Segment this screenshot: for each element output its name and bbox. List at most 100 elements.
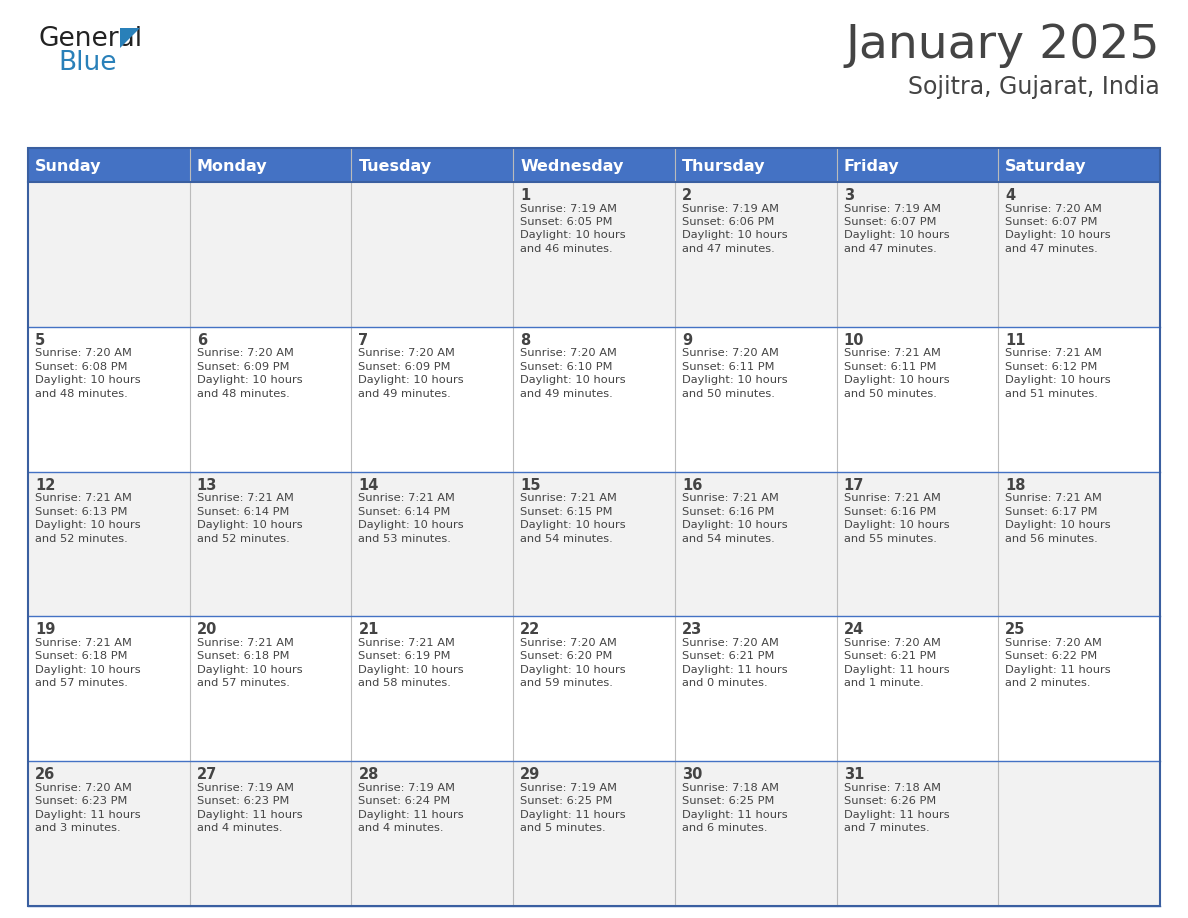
Text: Friday: Friday xyxy=(843,159,899,174)
Bar xyxy=(675,472,836,616)
Text: Daylight: 10 hours: Daylight: 10 hours xyxy=(520,521,626,530)
Bar xyxy=(352,182,513,327)
Text: Saturday: Saturday xyxy=(1005,159,1087,174)
Text: and 48 minutes.: and 48 minutes. xyxy=(34,389,128,398)
Text: Sunset: 6:18 PM: Sunset: 6:18 PM xyxy=(197,652,289,661)
Text: and 47 minutes.: and 47 minutes. xyxy=(843,244,936,254)
Text: Sunrise: 7:20 AM: Sunrise: 7:20 AM xyxy=(34,348,132,358)
Text: and 47 minutes.: and 47 minutes. xyxy=(682,244,775,254)
Text: Daylight: 11 hours: Daylight: 11 hours xyxy=(359,810,465,820)
Bar xyxy=(190,148,352,182)
Bar xyxy=(836,148,998,182)
Bar xyxy=(675,182,836,327)
Text: Daylight: 10 hours: Daylight: 10 hours xyxy=(682,521,788,530)
Text: Sunset: 6:21 PM: Sunset: 6:21 PM xyxy=(682,652,775,661)
Text: 16: 16 xyxy=(682,477,702,493)
Text: and 48 minutes.: and 48 minutes. xyxy=(197,389,290,398)
Text: Sunset: 6:05 PM: Sunset: 6:05 PM xyxy=(520,217,613,227)
Text: Sunrise: 7:20 AM: Sunrise: 7:20 AM xyxy=(359,348,455,358)
Text: 4: 4 xyxy=(1005,188,1016,203)
Text: Sunrise: 7:21 AM: Sunrise: 7:21 AM xyxy=(34,493,132,503)
Text: Sunrise: 7:19 AM: Sunrise: 7:19 AM xyxy=(520,783,617,793)
Bar xyxy=(998,472,1159,616)
Text: Daylight: 11 hours: Daylight: 11 hours xyxy=(843,810,949,820)
Bar xyxy=(675,616,836,761)
Text: Daylight: 10 hours: Daylight: 10 hours xyxy=(197,521,302,530)
Bar xyxy=(352,327,513,472)
Text: Sunrise: 7:20 AM: Sunrise: 7:20 AM xyxy=(1005,204,1102,214)
Text: Sunset: 6:09 PM: Sunset: 6:09 PM xyxy=(359,362,451,372)
Bar xyxy=(513,616,675,761)
Text: Sunset: 6:26 PM: Sunset: 6:26 PM xyxy=(843,796,936,806)
Text: Sunset: 6:21 PM: Sunset: 6:21 PM xyxy=(843,652,936,661)
Text: Daylight: 11 hours: Daylight: 11 hours xyxy=(1005,665,1111,675)
Bar xyxy=(29,761,190,906)
Bar xyxy=(998,761,1159,906)
Text: 19: 19 xyxy=(34,622,56,637)
Polygon shape xyxy=(120,28,140,48)
Bar xyxy=(29,182,190,327)
Text: Daylight: 10 hours: Daylight: 10 hours xyxy=(34,665,140,675)
Bar xyxy=(352,472,513,616)
Text: Sunset: 6:20 PM: Sunset: 6:20 PM xyxy=(520,652,613,661)
Text: and 1 minute.: and 1 minute. xyxy=(843,678,923,688)
Bar xyxy=(675,327,836,472)
Bar xyxy=(190,327,352,472)
Text: Sunrise: 7:18 AM: Sunrise: 7:18 AM xyxy=(843,783,941,793)
Text: Sunset: 6:08 PM: Sunset: 6:08 PM xyxy=(34,362,127,372)
Bar xyxy=(998,182,1159,327)
Text: Daylight: 10 hours: Daylight: 10 hours xyxy=(359,521,465,530)
Text: Sunrise: 7:20 AM: Sunrise: 7:20 AM xyxy=(520,348,617,358)
Text: and 6 minutes.: and 6 minutes. xyxy=(682,823,767,834)
Bar xyxy=(998,616,1159,761)
Text: 8: 8 xyxy=(520,333,530,348)
Text: 3: 3 xyxy=(843,188,854,203)
Text: Daylight: 10 hours: Daylight: 10 hours xyxy=(197,375,302,386)
Text: 31: 31 xyxy=(843,767,864,782)
Text: Daylight: 10 hours: Daylight: 10 hours xyxy=(682,230,788,241)
Text: Sunset: 6:07 PM: Sunset: 6:07 PM xyxy=(1005,217,1098,227)
Text: Daylight: 11 hours: Daylight: 11 hours xyxy=(197,810,302,820)
Text: and 56 minutes.: and 56 minutes. xyxy=(1005,533,1098,543)
Text: and 2 minutes.: and 2 minutes. xyxy=(1005,678,1091,688)
Text: Sunset: 6:23 PM: Sunset: 6:23 PM xyxy=(197,796,289,806)
Text: Daylight: 10 hours: Daylight: 10 hours xyxy=(520,665,626,675)
Bar xyxy=(675,761,836,906)
Text: 28: 28 xyxy=(359,767,379,782)
Text: Sunrise: 7:20 AM: Sunrise: 7:20 AM xyxy=(34,783,132,793)
Text: 17: 17 xyxy=(843,477,864,493)
Text: Sunset: 6:17 PM: Sunset: 6:17 PM xyxy=(1005,507,1098,517)
Text: Tuesday: Tuesday xyxy=(359,159,431,174)
Text: and 49 minutes.: and 49 minutes. xyxy=(520,389,613,398)
Text: and 54 minutes.: and 54 minutes. xyxy=(520,533,613,543)
Text: Daylight: 10 hours: Daylight: 10 hours xyxy=(843,521,949,530)
Text: 26: 26 xyxy=(34,767,56,782)
Text: Sunrise: 7:20 AM: Sunrise: 7:20 AM xyxy=(1005,638,1102,648)
Text: Daylight: 10 hours: Daylight: 10 hours xyxy=(359,375,465,386)
Text: 5: 5 xyxy=(34,333,45,348)
Text: Sunset: 6:24 PM: Sunset: 6:24 PM xyxy=(359,796,450,806)
Text: Sunrise: 7:21 AM: Sunrise: 7:21 AM xyxy=(197,638,293,648)
Text: and 7 minutes.: and 7 minutes. xyxy=(843,823,929,834)
Text: Sunset: 6:12 PM: Sunset: 6:12 PM xyxy=(1005,362,1098,372)
Text: Daylight: 10 hours: Daylight: 10 hours xyxy=(1005,230,1111,241)
Text: Monday: Monday xyxy=(197,159,267,174)
Text: and 47 minutes.: and 47 minutes. xyxy=(1005,244,1098,254)
Text: Sunrise: 7:19 AM: Sunrise: 7:19 AM xyxy=(682,204,779,214)
Text: and 57 minutes.: and 57 minutes. xyxy=(34,678,128,688)
Text: Sunset: 6:16 PM: Sunset: 6:16 PM xyxy=(843,507,936,517)
Text: Daylight: 11 hours: Daylight: 11 hours xyxy=(682,810,788,820)
Bar xyxy=(998,327,1159,472)
Text: 27: 27 xyxy=(197,767,217,782)
Text: 12: 12 xyxy=(34,477,56,493)
Text: Daylight: 11 hours: Daylight: 11 hours xyxy=(34,810,140,820)
Text: 20: 20 xyxy=(197,622,217,637)
Text: Sunrise: 7:19 AM: Sunrise: 7:19 AM xyxy=(843,204,941,214)
Text: Sunrise: 7:21 AM: Sunrise: 7:21 AM xyxy=(34,638,132,648)
Text: and 53 minutes.: and 53 minutes. xyxy=(359,533,451,543)
Text: Sunrise: 7:21 AM: Sunrise: 7:21 AM xyxy=(359,493,455,503)
Text: Daylight: 10 hours: Daylight: 10 hours xyxy=(843,230,949,241)
Text: and 50 minutes.: and 50 minutes. xyxy=(682,389,775,398)
Text: Sunset: 6:14 PM: Sunset: 6:14 PM xyxy=(197,507,289,517)
Text: Daylight: 11 hours: Daylight: 11 hours xyxy=(682,665,788,675)
